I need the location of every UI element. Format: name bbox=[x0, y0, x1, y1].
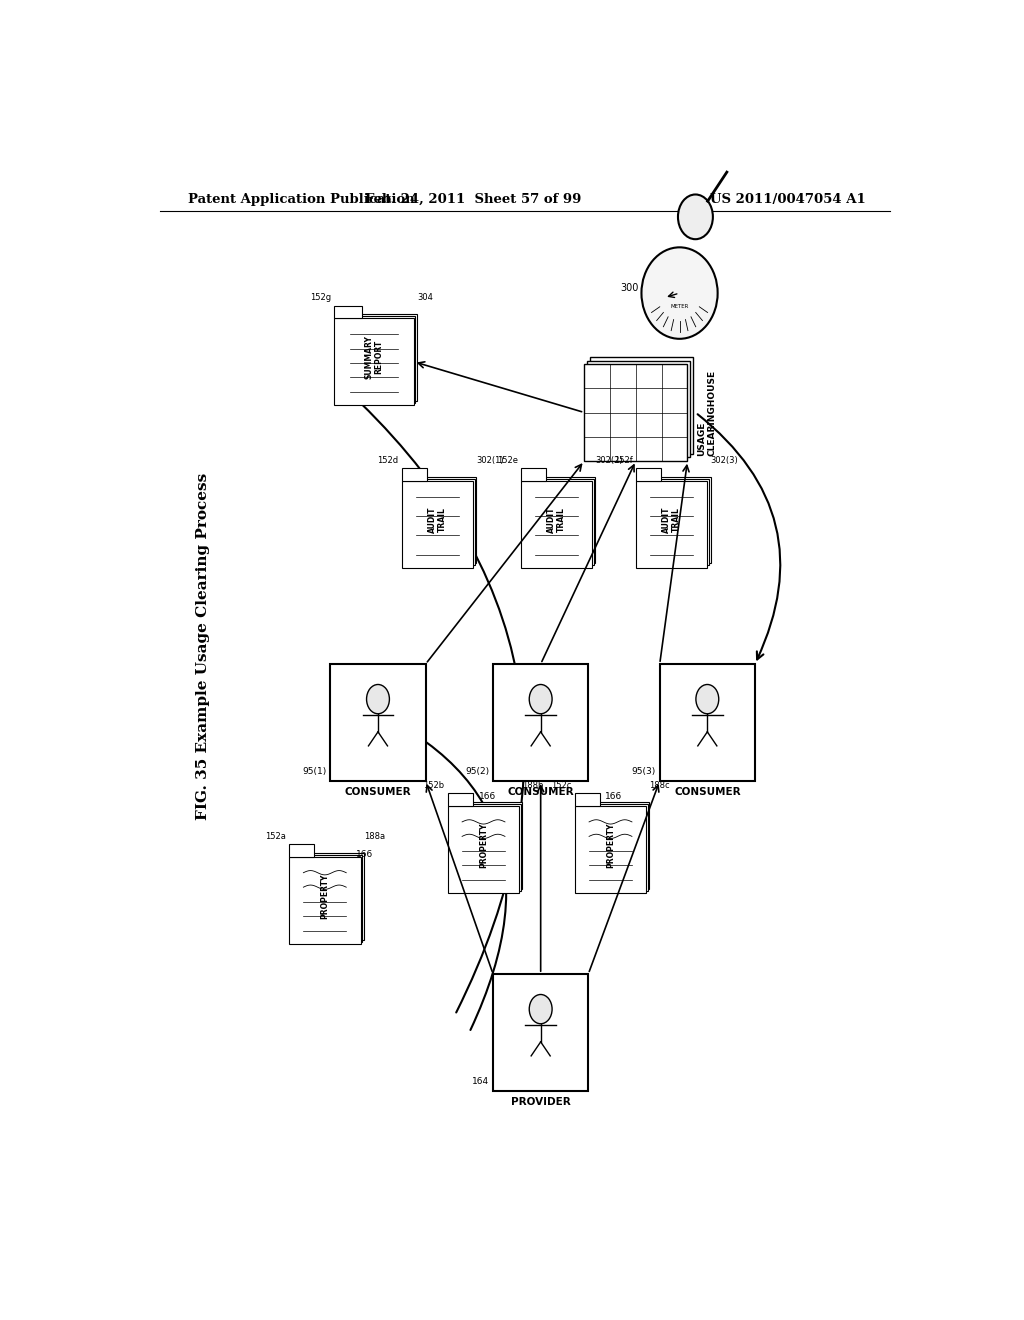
Text: 152a: 152a bbox=[265, 832, 286, 841]
FancyBboxPatch shape bbox=[590, 358, 693, 454]
Text: PROVIDER: PROVIDER bbox=[511, 1097, 570, 1107]
FancyArrowPatch shape bbox=[660, 466, 689, 661]
Circle shape bbox=[696, 685, 719, 714]
Text: 302(3): 302(3) bbox=[711, 457, 738, 465]
Text: PROPERTY: PROPERTY bbox=[479, 822, 488, 869]
FancyBboxPatch shape bbox=[331, 664, 426, 781]
Text: 95(1): 95(1) bbox=[302, 767, 327, 776]
Text: AUDIT
TRAIL: AUDIT TRAIL bbox=[547, 507, 566, 533]
FancyBboxPatch shape bbox=[334, 318, 414, 405]
FancyBboxPatch shape bbox=[638, 479, 709, 565]
Text: 164: 164 bbox=[472, 1077, 489, 1086]
FancyBboxPatch shape bbox=[336, 317, 416, 403]
Text: 188c: 188c bbox=[649, 781, 670, 791]
Text: 152f: 152f bbox=[614, 457, 633, 465]
Text: PROPERTY: PROPERTY bbox=[321, 874, 330, 919]
FancyBboxPatch shape bbox=[338, 314, 417, 401]
Text: 152e: 152e bbox=[497, 457, 518, 465]
Circle shape bbox=[678, 194, 713, 239]
Circle shape bbox=[529, 994, 552, 1024]
FancyBboxPatch shape bbox=[447, 793, 473, 807]
FancyBboxPatch shape bbox=[292, 853, 364, 940]
Text: CONSUMER: CONSUMER bbox=[507, 787, 574, 797]
FancyBboxPatch shape bbox=[577, 804, 648, 891]
Text: 188b: 188b bbox=[522, 781, 544, 791]
Text: CONSUMER: CONSUMER bbox=[345, 787, 412, 797]
FancyBboxPatch shape bbox=[521, 480, 592, 568]
FancyArrowPatch shape bbox=[538, 785, 544, 972]
FancyBboxPatch shape bbox=[574, 793, 600, 807]
FancyBboxPatch shape bbox=[636, 469, 660, 480]
Text: 152b: 152b bbox=[424, 781, 444, 791]
FancyBboxPatch shape bbox=[524, 477, 595, 564]
FancyBboxPatch shape bbox=[291, 855, 362, 941]
FancyArrowPatch shape bbox=[427, 465, 582, 661]
Text: USAGE
CLEARINGHOUSE: USAGE CLEARINGHOUSE bbox=[697, 370, 717, 455]
Circle shape bbox=[367, 685, 389, 714]
FancyBboxPatch shape bbox=[578, 803, 649, 888]
Text: Patent Application Publication: Patent Application Publication bbox=[187, 193, 415, 206]
Text: CONSUMER: CONSUMER bbox=[674, 787, 740, 797]
Text: 166: 166 bbox=[479, 792, 496, 801]
FancyBboxPatch shape bbox=[289, 845, 314, 857]
Text: US 2011/0047054 A1: US 2011/0047054 A1 bbox=[711, 193, 866, 206]
Text: 166: 166 bbox=[356, 850, 373, 859]
FancyBboxPatch shape bbox=[334, 305, 362, 318]
Text: 300: 300 bbox=[620, 282, 638, 293]
Text: 188a: 188a bbox=[364, 832, 385, 841]
FancyBboxPatch shape bbox=[451, 803, 522, 888]
Text: METER: METER bbox=[671, 305, 689, 309]
Text: AUDIT
TRAIL: AUDIT TRAIL bbox=[428, 507, 447, 533]
FancyBboxPatch shape bbox=[401, 480, 473, 568]
Text: AUDIT
TRAIL: AUDIT TRAIL bbox=[662, 507, 681, 533]
FancyArrowPatch shape bbox=[418, 362, 582, 412]
FancyBboxPatch shape bbox=[403, 479, 475, 565]
FancyBboxPatch shape bbox=[289, 857, 360, 944]
FancyArrowPatch shape bbox=[426, 785, 493, 972]
FancyBboxPatch shape bbox=[447, 807, 519, 892]
Text: Feb. 24, 2011  Sheet 57 of 99: Feb. 24, 2011 Sheet 57 of 99 bbox=[365, 193, 582, 206]
FancyBboxPatch shape bbox=[494, 664, 588, 781]
FancyBboxPatch shape bbox=[522, 479, 594, 565]
Text: 152d: 152d bbox=[378, 457, 398, 465]
Ellipse shape bbox=[641, 247, 718, 339]
FancyArrowPatch shape bbox=[697, 414, 780, 660]
Text: 302(1): 302(1) bbox=[476, 457, 504, 465]
FancyBboxPatch shape bbox=[587, 360, 690, 457]
FancyArrowPatch shape bbox=[589, 785, 658, 972]
FancyArrowPatch shape bbox=[335, 694, 506, 1030]
FancyBboxPatch shape bbox=[404, 477, 476, 564]
FancyBboxPatch shape bbox=[401, 469, 427, 480]
FancyBboxPatch shape bbox=[494, 974, 588, 1090]
FancyBboxPatch shape bbox=[636, 480, 708, 568]
FancyBboxPatch shape bbox=[521, 469, 546, 480]
Text: 166: 166 bbox=[605, 792, 623, 801]
FancyArrowPatch shape bbox=[542, 465, 634, 661]
Text: PROPERTY: PROPERTY bbox=[606, 822, 615, 869]
FancyBboxPatch shape bbox=[450, 804, 521, 891]
FancyBboxPatch shape bbox=[585, 364, 687, 461]
Text: 152c: 152c bbox=[551, 781, 571, 791]
Text: 152g: 152g bbox=[310, 293, 331, 302]
Circle shape bbox=[529, 685, 552, 714]
FancyBboxPatch shape bbox=[659, 664, 755, 781]
Text: SUMMARY
REPORT: SUMMARY REPORT bbox=[365, 335, 384, 379]
FancyBboxPatch shape bbox=[574, 807, 646, 892]
Text: 95(3): 95(3) bbox=[632, 767, 655, 776]
FancyBboxPatch shape bbox=[639, 477, 711, 564]
Text: 302(2): 302(2) bbox=[595, 457, 623, 465]
Text: 95(2): 95(2) bbox=[465, 767, 489, 776]
Text: 304: 304 bbox=[417, 293, 433, 302]
Text: FIG. 35 Example Usage Clearing Process: FIG. 35 Example Usage Clearing Process bbox=[197, 473, 210, 820]
FancyArrowPatch shape bbox=[342, 385, 524, 1012]
